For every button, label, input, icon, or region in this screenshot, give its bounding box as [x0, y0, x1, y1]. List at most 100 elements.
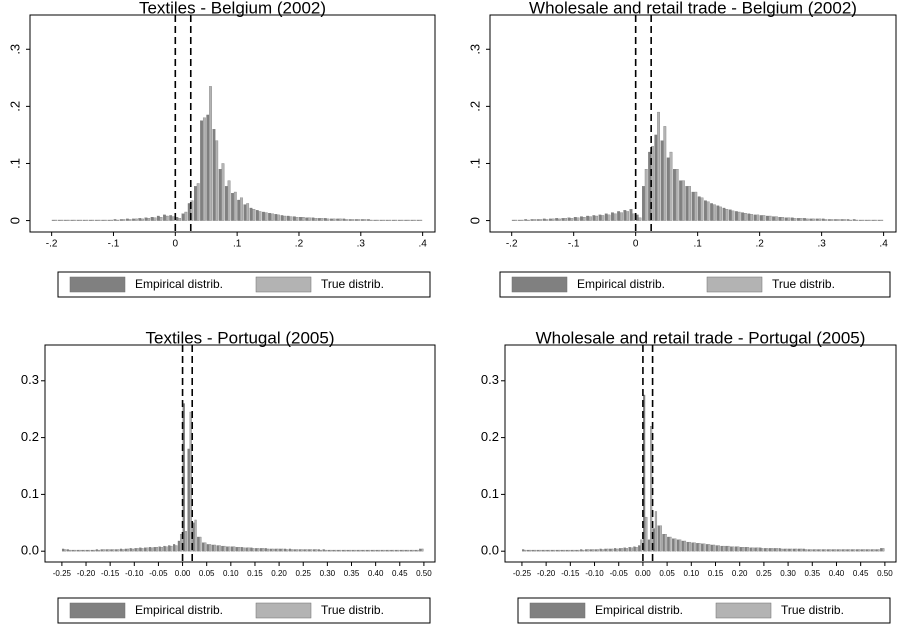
histogram-bar: [317, 549, 320, 552]
histogram-bar: [642, 186, 645, 221]
histogram-bar: [119, 219, 123, 221]
histogram-bar: [395, 549, 398, 552]
histogram-bar: [807, 549, 810, 552]
histogram-bar: [315, 549, 318, 552]
histogram-bar: [218, 169, 222, 221]
histogram-bar: [250, 547, 253, 552]
y-tick-label: .1: [7, 158, 22, 169]
histogram-bar: [274, 548, 277, 552]
histogram-bar: [623, 210, 627, 221]
histogram-bar: [126, 548, 130, 552]
histogram-bar: [756, 547, 759, 552]
histogram-bar: [599, 548, 602, 552]
histogram-bar: [194, 519, 197, 552]
legend-label: Empirical distrib.: [135, 277, 223, 291]
histogram-bar: [717, 545, 720, 552]
histogram-bar: [567, 549, 570, 552]
x-tick-label: -0.25: [53, 569, 72, 578]
histogram-bar: [855, 549, 859, 552]
histogram-bar: [630, 547, 633, 552]
histogram-bar: [700, 197, 704, 221]
x-tick-label: -.1: [108, 239, 120, 250]
histogram-bar: [858, 549, 861, 552]
histogram-bar: [388, 219, 392, 221]
histogram-bar: [71, 549, 74, 552]
histogram-bar: [148, 547, 152, 552]
histogram-bar: [582, 217, 586, 221]
histogram-bar: [271, 548, 274, 552]
histogram-bar: [824, 549, 827, 552]
histogram-bar: [657, 111, 660, 221]
plot-frame: [489, 14, 897, 233]
histogram-bar: [771, 548, 774, 552]
histogram-bar: [858, 219, 862, 221]
histogram-bar: [524, 549, 527, 552]
histogram-bar: [843, 219, 846, 221]
histogram-bar: [691, 542, 694, 552]
histogram-bar: [159, 217, 163, 221]
histogram-bar: [419, 548, 422, 552]
histogram-bar: [804, 549, 808, 552]
histogram-bar: [638, 217, 642, 221]
histogram-bar: [533, 219, 537, 221]
histogram-bar: [189, 411, 192, 552]
x-tick-label: 0.15: [247, 569, 263, 578]
histogram-bar: [704, 200, 707, 221]
histogram-bar: [235, 547, 238, 552]
histogram-bar: [66, 549, 69, 552]
histogram-bar: [330, 218, 333, 221]
histogram-bar: [722, 545, 725, 552]
histogram-bar: [305, 549, 308, 552]
x-tick-label: -0.20: [537, 569, 556, 578]
histogram-bar: [119, 548, 123, 552]
histogram-bar: [373, 219, 377, 221]
histogram-bar: [701, 543, 704, 552]
histogram-bar: [82, 219, 86, 221]
histogram-bar: [319, 549, 323, 552]
histogram-bar: [255, 548, 258, 552]
histogram-bar: [258, 211, 262, 221]
histogram-bar: [530, 219, 534, 221]
histogram-bar: [339, 218, 342, 221]
histogram-bar: [392, 549, 395, 552]
histogram-bar: [363, 549, 366, 552]
x-tick-label: 0.40: [829, 569, 845, 578]
histogram-bar: [819, 549, 822, 552]
histogram-bar: [762, 215, 766, 221]
histogram-bar: [91, 219, 95, 221]
histogram-bar: [184, 531, 187, 552]
histogram-bar: [725, 209, 729, 221]
histogram-bar: [706, 201, 710, 221]
x-tick-label: 0.45: [392, 569, 408, 578]
histogram-bar: [787, 217, 791, 221]
histogram-bar: [353, 549, 356, 552]
x-tick-label: 0.10: [684, 569, 700, 578]
histogram-bar: [295, 217, 299, 221]
histogram-bar: [734, 546, 738, 552]
y-tick-label: .1: [467, 158, 482, 169]
histogram-bar: [875, 549, 878, 552]
x-tick-label: 0.00: [175, 569, 191, 578]
histogram-bar: [380, 549, 383, 552]
y-tick-label: .3: [467, 44, 482, 55]
histogram-bar: [345, 219, 348, 221]
histogram-bar: [538, 549, 541, 552]
histogram-bar: [781, 217, 784, 221]
histogram-bar: [672, 538, 675, 552]
histogram-bar: [379, 219, 383, 221]
histogram-bar: [76, 219, 80, 221]
histogram-bar: [122, 219, 126, 221]
histogram-bar: [187, 203, 191, 221]
histogram-bar: [587, 549, 590, 552]
histogram-bar: [596, 549, 599, 552]
histogram-bar: [527, 219, 530, 221]
x-tick-label: 0.05: [199, 569, 215, 578]
histogram-bar: [650, 426, 653, 552]
histogram-bar: [836, 549, 839, 552]
histogram-bar: [88, 549, 91, 552]
histogram-bar: [598, 214, 602, 221]
histogram-bar: [54, 219, 58, 221]
histogram-bar: [179, 534, 183, 552]
histogram-bar: [206, 544, 209, 552]
histogram-bar: [880, 548, 883, 552]
